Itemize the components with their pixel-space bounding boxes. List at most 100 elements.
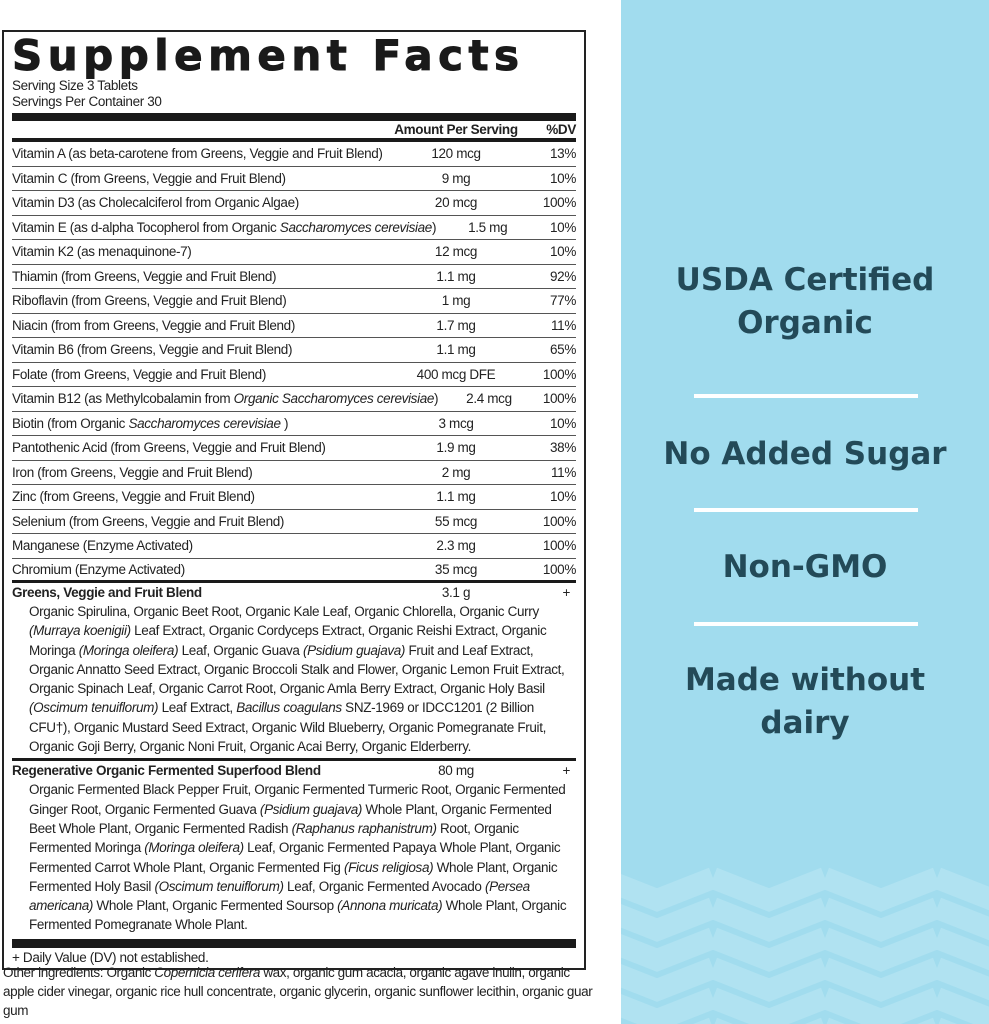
nutrient-row: Vitamin B6 (from Greens, Veggie and Frui… (12, 338, 576, 363)
text: Zinc (from Greens, Veggie and Fruit Blen… (12, 489, 255, 505)
chevron-mark (932, 957, 989, 1001)
text: Leaf, Organic Guava (178, 642, 303, 658)
nutrient-row: Chromium (Enzyme Activated) 35 mcg 100% (12, 559, 576, 583)
text: Vitamin D3 (as Cholecalciferol from Orga… (12, 195, 299, 211)
nutrient-amount: 1.1 mg (436, 342, 476, 358)
nutrient-name: Vitamin B6 (from Greens, Veggie and Frui… (12, 342, 386, 357)
text: Chromium (Enzyme Activated) (12, 561, 185, 577)
nutrient-amount: 2 mg (441, 464, 471, 480)
chevron-mark (621, 867, 718, 912)
text: Selenium (from Greens, Veggie and Fruit … (12, 513, 285, 529)
amount-header: Amount Per Serving (394, 122, 518, 137)
nutrient-amount: 120 mcg (431, 146, 481, 162)
nutrient-amount: 1.9 mg (436, 440, 476, 456)
chevron-mark (621, 987, 718, 1024)
text: Whole Plant, Organic Fermented Soursop (93, 898, 338, 914)
nutrient-dv: 100% (542, 538, 576, 554)
text: Other ingredients: Organic (3, 965, 155, 980)
blend-ingredients: Organic Fermented Black Pepper Fruit, Or… (12, 780, 576, 934)
nutrient-dv: 11% (551, 317, 576, 333)
nutrient-amount: 1 mg (441, 293, 471, 309)
blend-header: Regenerative Organic Fermented Superfood… (12, 761, 576, 780)
nutrient-name: Vitamin E (as d-alpha Tocopherol from Or… (12, 220, 436, 235)
divider-rule (694, 622, 918, 626)
nutrient-row: Riboflavin (from Greens, Veggie and Frui… (12, 289, 576, 314)
nutrient-dv: 100% (542, 561, 576, 577)
claims-panel: USDA Certified Organic No Added Sugar No… (621, 0, 989, 1024)
nutrient-name: Vitamin A (as beta-carotene from Greens,… (12, 146, 386, 161)
chevron-mark (932, 927, 989, 971)
nutrient-dv: 100% (542, 195, 576, 211)
text: Biotin (from Organic (12, 415, 129, 431)
supplement-facts-label: Supplement Facts Serving Size 3 Tablets … (2, 30, 586, 970)
nutrient-dv: 10% (550, 244, 576, 260)
nutrient-row: Biotin (from Organic Saccharomyces cerev… (12, 412, 576, 436)
blend-amount: 3.1 g (441, 585, 471, 600)
blend-ingredients: Organic Spirulina, Organic Beet Root, Or… (12, 602, 576, 756)
blend-amount: 80 mg (438, 763, 474, 779)
nutrient-dv: 65% (550, 342, 576, 358)
divider-rule (694, 508, 918, 512)
nutrient-name: Chromium (Enzyme Activated) (12, 562, 386, 577)
nutrient-amount: 400 mcg DFE (416, 366, 496, 382)
text: Thiamin (from Greens, Veggie and Fruit B… (12, 268, 277, 284)
italic-text: (Moringa oleifera) (78, 642, 179, 658)
divider-bar (12, 938, 576, 948)
nutrient-row: Vitamin C (from Greens, Veggie and Fruit… (12, 167, 576, 191)
divider-bar (12, 113, 576, 121)
dv-header: %DV (546, 122, 576, 137)
chevron-pattern (621, 867, 989, 1024)
nutrient-amount: 55 mcg (434, 513, 478, 529)
italic-text: (Raphanus raphanistrum) (291, 820, 437, 836)
nutrient-rows: Vitamin A (as beta-carotene from Greens,… (12, 142, 576, 583)
nutrient-amount: 1.7 mg (436, 317, 476, 333)
text: Root, Organic Fermented Moringa (29, 820, 519, 856)
text: Vitamin B6 (from Greens, Veggie and Frui… (12, 342, 293, 358)
nutrient-amount: 9 mg (441, 170, 471, 186)
blend-header: Greens, Veggie and Fruit Blend 3.1 g + (12, 583, 576, 602)
chevron-mark (621, 927, 718, 972)
chevron-mark (820, 987, 942, 1024)
text: Leaf, Organic Fermented Papaya Whole Pla… (29, 840, 561, 875)
nutrient-dv: 38% (550, 440, 576, 456)
italic-text: (Psidium guajava) (302, 642, 406, 658)
chevron-mark (708, 987, 830, 1024)
chevron-mark (708, 927, 830, 972)
nutrient-name: Vitamin D3 (as Cholecalciferol from Orga… (12, 195, 386, 210)
nutrient-name: Thiamin (from Greens, Veggie and Fruit B… (12, 269, 386, 284)
nutrient-dv: 11% (551, 464, 576, 480)
text: Vitamin B12 (as Methylcobalamin from (12, 391, 234, 407)
text: Riboflavin (from Greens, Veggie and Frui… (12, 293, 287, 309)
nutrient-amount: 35 mcg (434, 561, 478, 577)
italic-text: (Persea americana) (29, 878, 530, 914)
text: Vitamin A (as beta-carotene from Greens,… (12, 146, 383, 162)
text: ) (434, 391, 439, 407)
claim-non-gmo: Non-GMO (722, 549, 888, 585)
text: Vitamin K2 (as menaquinone-7) (12, 244, 192, 260)
text: ) (280, 415, 289, 431)
nutrient-row: Pantothenic Acid (from Greens, Veggie an… (12, 436, 576, 461)
nutrient-dv: 92% (550, 268, 576, 284)
italic-text: (Psidium guajava) (259, 801, 363, 817)
text: Vitamin E (as d-alpha Tocopherol from Or… (12, 219, 280, 235)
footnote: + Daily Value (DV) not established. (12, 949, 209, 965)
blend-dv: + (562, 585, 570, 600)
chevron-mark (820, 867, 942, 912)
claim-usda-organic: USDA Certified Organic (675, 262, 935, 341)
nutrient-row: Vitamin A (as beta-carotene from Greens,… (12, 142, 576, 167)
text: Organic Fermented Black Pepper Fruit, Or… (29, 782, 566, 817)
italic-text: (Ficus religiosa) (343, 859, 434, 875)
text: Leaf Extract, Organic Cordyceps Extract,… (29, 623, 547, 658)
nutrient-name: Vitamin K2 (as menaquinone-7) (12, 244, 386, 259)
nutrient-dv: 77% (550, 293, 576, 309)
nutrient-row: Selenium (from Greens, Veggie and Fruit … (12, 510, 576, 534)
nutrient-name: Selenium (from Greens, Veggie and Fruit … (12, 514, 386, 529)
nutrient-dv: 100% (542, 391, 576, 407)
chevron-mark (820, 927, 942, 972)
nutrient-name: Manganese (Enzyme Activated) (12, 538, 386, 553)
italic-text: Saccharomyces cerevisiae (128, 415, 281, 431)
table-header: Amount Per Serving %DV (12, 121, 576, 142)
nutrient-row: Manganese (Enzyme Activated) 2.3 mg 100% (12, 534, 576, 559)
nutrient-row: Thiamin (from Greens, Veggie and Fruit B… (12, 265, 576, 289)
claim-no-added-sugar: No Added Sugar (663, 436, 947, 472)
